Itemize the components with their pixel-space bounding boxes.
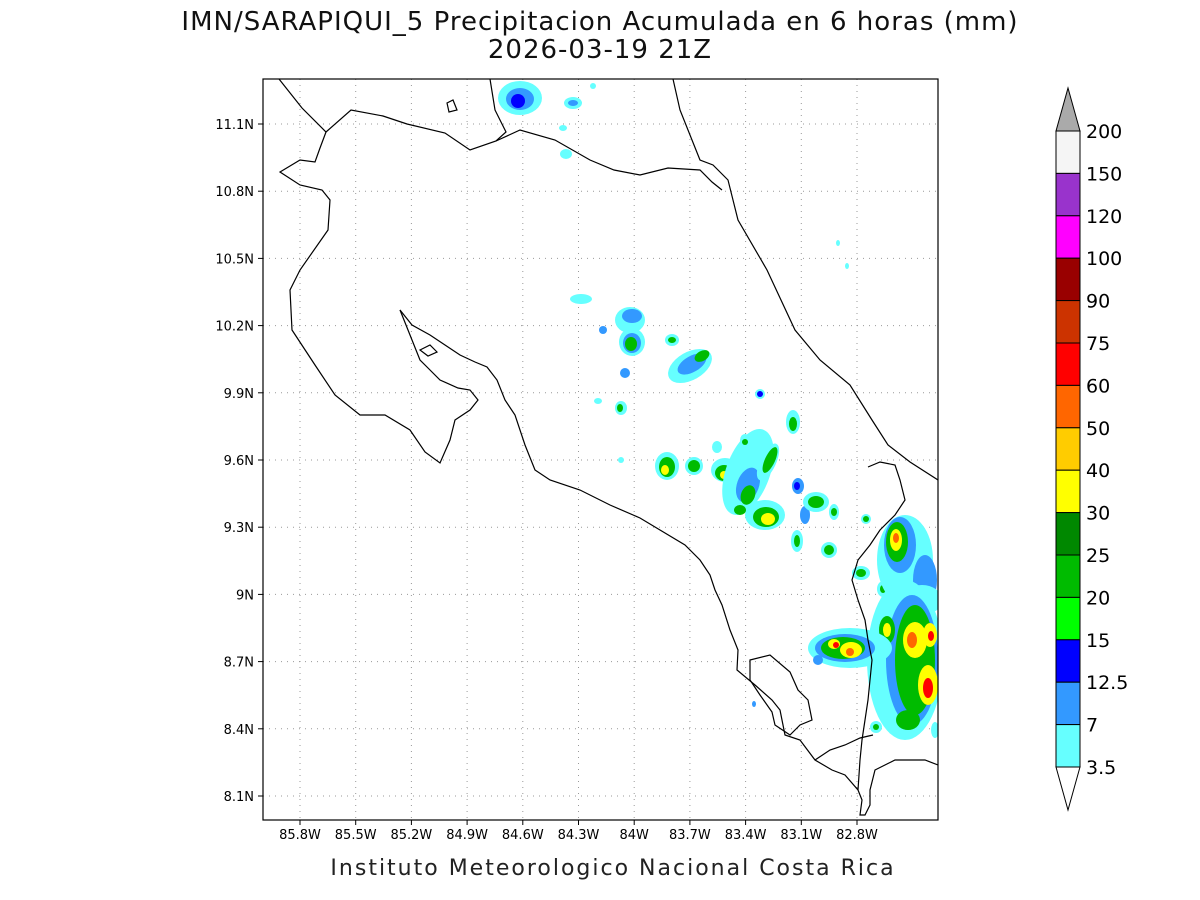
colorbar-label: 90 xyxy=(1086,291,1110,313)
colorbar-swatch xyxy=(1055,724,1081,768)
colorbar-swatch xyxy=(1055,215,1081,259)
latitude-axis: 11.1N 10.8N 10.5N 10.2N 9.9N 9.6N 9.3N 9N 8.7N 8.… xyxy=(215,118,263,805)
colorbar-label: 15 xyxy=(1086,630,1110,652)
coastlines-and-borders xyxy=(278,79,938,816)
colorbar-bottom-arrow xyxy=(1055,766,1081,812)
lat-tick-label: 11.1N xyxy=(215,118,254,133)
lat-tick-label: 10.5N xyxy=(215,252,254,267)
lat-tick-label: 9.6N xyxy=(224,454,254,469)
colorbar-swatch xyxy=(1055,172,1081,217)
precip-cluster-southwest xyxy=(752,628,892,707)
precip-cluster-southeast xyxy=(867,515,938,740)
colorbar-swatch xyxy=(1055,512,1081,556)
lon-tick-label: 83.1W xyxy=(780,828,822,843)
colorbar-swatch xyxy=(1055,130,1081,174)
precip-cluster-caribbean xyxy=(655,429,889,597)
lat-tick-label: 9.9N xyxy=(224,387,254,402)
colorbar-swatch xyxy=(1055,257,1081,302)
lat-tick-label: 9.3N xyxy=(224,521,254,536)
colorbar-label: 20 xyxy=(1086,587,1110,609)
colorbar: 200 150 120 100 90 75 60 50 40 30 25 20 15 12.5 7 3.5 xyxy=(1055,86,1128,812)
burica-peninsula xyxy=(814,734,874,761)
lon-tick-label: 84.6W xyxy=(502,828,544,843)
lon-tick-label: 82.8W xyxy=(836,828,878,843)
gulf-of-nicoya xyxy=(399,309,938,816)
colorbar-swatch xyxy=(1055,427,1081,471)
map-gridlines xyxy=(263,79,938,820)
precip-cluster-central xyxy=(570,294,800,463)
lon-tick-label: 85.5W xyxy=(335,828,377,843)
colorbar-label: 25 xyxy=(1086,545,1110,567)
colorbar-swatch xyxy=(1055,681,1081,726)
chart-subtitle-date: 2026-03-19 21Z xyxy=(487,35,713,65)
lat-tick-label: 8.1N xyxy=(224,790,254,805)
colorbar-label: 40 xyxy=(1086,460,1110,482)
precip-cluster-north xyxy=(498,81,596,159)
lat-tick-label: 10.8N xyxy=(215,185,254,200)
colorbar-label: 150 xyxy=(1086,163,1122,185)
colorbar-label: 7 xyxy=(1086,715,1098,737)
colorbar-swatch xyxy=(1055,469,1081,514)
lat-tick-label: 10.2N xyxy=(215,320,254,335)
colorbar-label: 200 xyxy=(1086,121,1122,143)
lat-tick-label: 8.4N xyxy=(224,723,254,738)
nicaragua-border-south xyxy=(495,129,723,191)
precipitation-field xyxy=(498,81,938,740)
nicoya-island xyxy=(418,344,439,357)
colorbar-label: 60 xyxy=(1086,375,1110,397)
lat-tick-label: 9N xyxy=(236,588,254,603)
colorbar-label: 50 xyxy=(1086,418,1110,440)
colorbar-swatch xyxy=(1055,300,1081,344)
colorbar-label: 100 xyxy=(1086,248,1122,270)
colorbar-swatch xyxy=(1055,596,1081,641)
colorbar-label: 30 xyxy=(1086,503,1110,525)
lon-tick-label: 83.4W xyxy=(725,828,767,843)
colorbar-swatch xyxy=(1055,639,1081,683)
colorbar-swatch xyxy=(1055,384,1081,429)
colorbar-top-arrow xyxy=(1055,86,1081,132)
nicaragua-border-north xyxy=(278,79,507,151)
golfo-dulce xyxy=(749,654,813,736)
lon-tick-label: 84.9W xyxy=(446,828,488,843)
colorbar-swatch xyxy=(1055,554,1081,598)
map-frame xyxy=(262,78,939,821)
lat-tick-label: 8.7N xyxy=(224,656,254,671)
panama-border xyxy=(851,461,906,791)
pacific-coast-north xyxy=(278,131,479,464)
colorbar-label: 12.5 xyxy=(1086,672,1128,694)
colorbar-label: 120 xyxy=(1086,206,1122,228)
caribbean-coast xyxy=(672,79,938,481)
lon-tick-label: 83.7W xyxy=(669,828,711,843)
lake-feature xyxy=(446,99,458,113)
lon-tick-label: 84.3W xyxy=(558,828,600,843)
colorbar-swatch xyxy=(1055,342,1081,386)
lon-tick-label: 85.2W xyxy=(390,828,432,843)
chart-title: IMN/SARAPIQUI_5 Precipitacion Acumulada … xyxy=(181,7,1019,37)
footer-credit: Instituto Meteorologico Nacional Costa R… xyxy=(330,856,896,881)
precip-cluster-northeast xyxy=(836,240,849,269)
colorbar-label: 75 xyxy=(1086,333,1110,355)
longitude-axis: 85.8W 85.5W 85.2W 84.9W 84.6W 84.3W 84W 83.7W 83… xyxy=(279,820,878,843)
colorbar-label: 3.5 xyxy=(1086,757,1116,779)
lon-tick-label: 85.8W xyxy=(279,828,321,843)
lon-tick-label: 84W xyxy=(619,828,649,843)
